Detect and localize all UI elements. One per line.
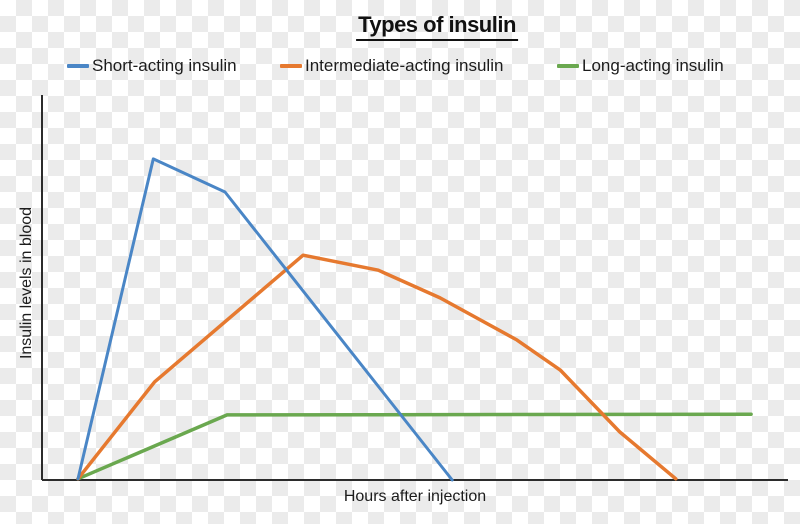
chart-title: Types of insulin <box>356 12 518 41</box>
x-axis-label: Hours after injection <box>343 488 487 505</box>
legend-label-long-acting: Long-acting insulin <box>582 55 724 75</box>
legend-swatch-long-acting-icon <box>557 63 579 68</box>
legend-label-intermediate-acting: Intermediate-acting insulin <box>305 55 504 75</box>
y-axis-label: Insulin levels in blood <box>18 206 35 360</box>
series-long-acting-line <box>76 412 753 481</box>
legend-swatch-intermediate-acting-icon <box>280 63 302 68</box>
series-intermediate-acting-line <box>76 253 678 481</box>
legend-label-short-acting: Short-acting insulin <box>92 55 237 75</box>
legend-swatch-short-acting-icon <box>67 63 89 68</box>
legend-item-short-acting: Short-acting insulin <box>67 56 237 75</box>
series-short-acting-line <box>76 157 454 482</box>
legend-item-long-acting: Long-acting insulin <box>557 56 724 75</box>
legend-item-intermediate-acting: Intermediate-acting insulin <box>280 56 503 75</box>
